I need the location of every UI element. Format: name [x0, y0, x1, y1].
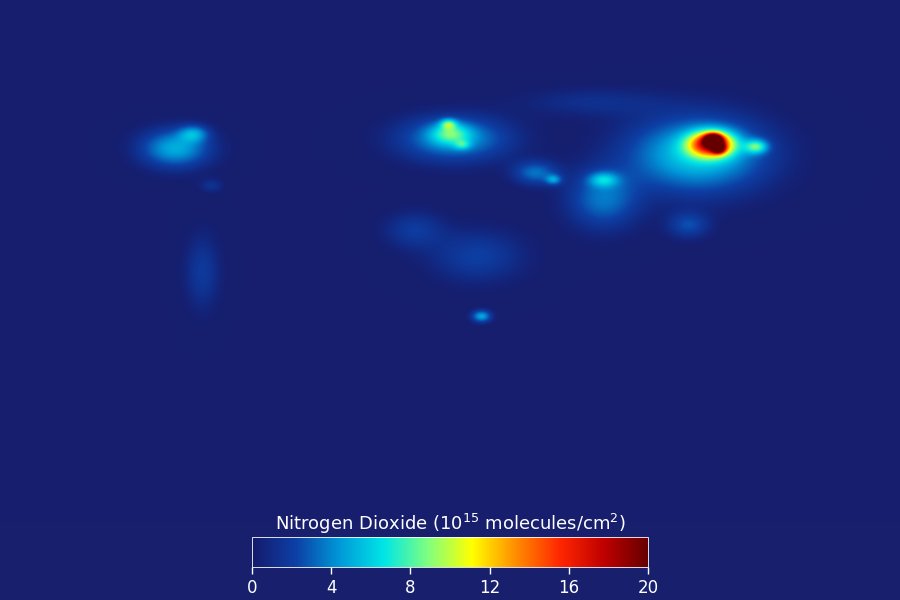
Title: Nitrogen Dioxide ($10^{15}$ molecules/cm$^2$): Nitrogen Dioxide ($10^{15}$ molecules/cm… — [274, 512, 626, 536]
